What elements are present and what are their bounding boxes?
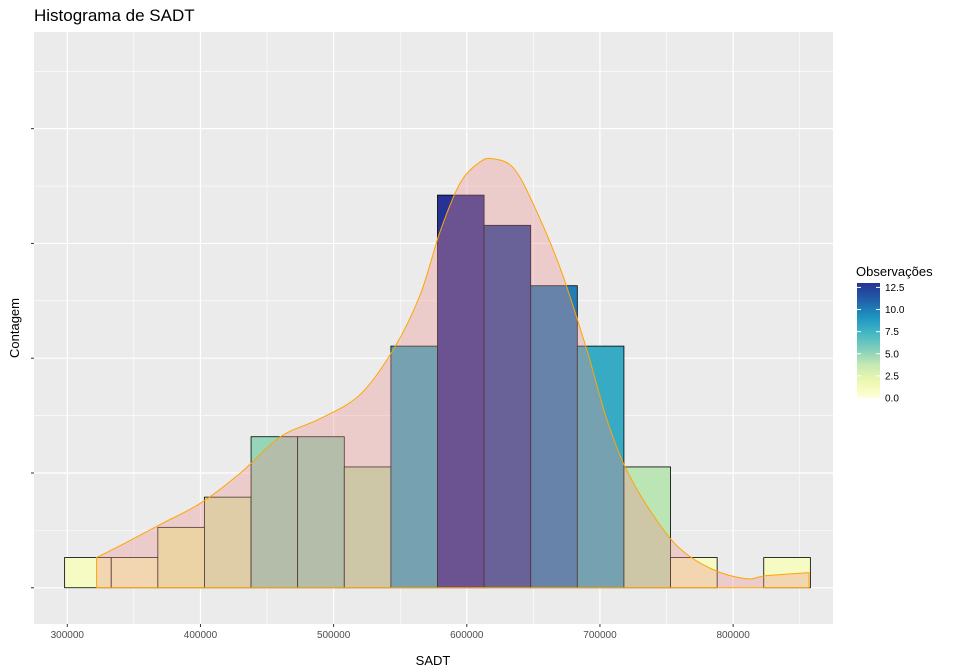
histogram-bar	[64, 557, 112, 589]
chart-title: Histograma de SADT	[34, 6, 195, 25]
legend-tick-label: 7.5	[885, 327, 899, 338]
histogram-bar	[530, 285, 578, 589]
x-axis: 300000 400000 500000 600000 700000 800000	[51, 624, 750, 641]
color-legend: Observações 0.0 2.5 5.0 7.5 10.0 12.5	[856, 264, 933, 405]
y-axis	[31, 128, 34, 589]
histogram-bar	[204, 496, 252, 589]
histogram-bars	[64, 194, 811, 589]
legend-tick-label: 12.5	[885, 283, 905, 294]
legend-tick-label: 0.0	[885, 394, 899, 405]
x-tick-label: 700000	[583, 630, 617, 641]
histogram-bar	[250, 436, 299, 589]
histogram-bar	[390, 345, 438, 589]
legend-ticks: 0.0 2.5 5.0 7.5 10.0 12.5	[857, 283, 905, 405]
legend-tick-label: 5.0	[885, 349, 899, 360]
x-axis-title: SADT	[416, 653, 451, 668]
x-tick-label: 300000	[51, 630, 85, 641]
x-tick-label: 600000	[450, 630, 484, 641]
histogram-bar	[437, 194, 485, 589]
histogram-bar	[343, 466, 392, 589]
density-layer	[96, 157, 810, 589]
histogram-bar	[670, 557, 718, 589]
histogram-bar	[623, 466, 671, 589]
legend-tick-label: 2.5	[885, 371, 899, 382]
x-tick-label: 800000	[716, 630, 750, 641]
x-tick-label: 500000	[317, 630, 351, 641]
legend-title: Observações	[856, 264, 933, 279]
y-axis-title: Contagem	[7, 298, 22, 358]
density-area	[96, 157, 810, 589]
x-tick-label: 400000	[184, 630, 218, 641]
legend-colorbar	[857, 283, 880, 398]
legend-tick-label: 10.0	[885, 305, 905, 316]
histogram-bar	[297, 436, 345, 589]
